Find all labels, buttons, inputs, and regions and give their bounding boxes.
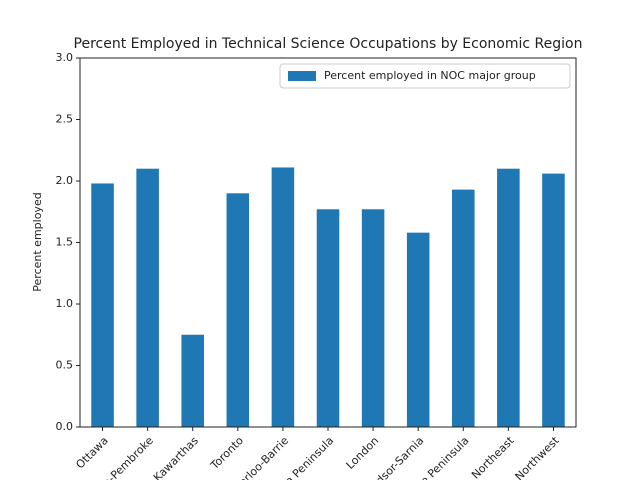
bar	[316, 209, 340, 427]
bar	[136, 168, 159, 427]
y-tick-label: 1.0	[56, 297, 74, 310]
x-tick-label: Toronto	[207, 434, 246, 473]
chart-title: Percent Employed in Technical Science Oc…	[74, 36, 583, 52]
x-tick-label: Northeast	[469, 434, 517, 480]
y-tick-label: 0.0	[56, 420, 74, 433]
bar	[181, 334, 204, 427]
x-tick-label: Northwest	[512, 434, 562, 480]
bar	[271, 167, 295, 427]
legend-swatch	[288, 71, 316, 81]
bar	[497, 168, 520, 427]
x-tick-label: Ottawa	[73, 434, 110, 471]
y-tick-label: 1.5	[56, 236, 74, 249]
bar	[406, 232, 430, 427]
plot-frame	[79, 57, 577, 428]
y-tick-label: 3.0	[56, 51, 74, 64]
legend-label: Percent employed in NOC major group	[324, 69, 536, 82]
bar	[542, 173, 565, 427]
bar	[361, 209, 385, 427]
x-tick-label: London	[344, 434, 382, 472]
bar	[91, 183, 114, 427]
bar	[452, 189, 475, 427]
y-tick-label: 2.0	[56, 174, 74, 187]
legend-box	[279, 63, 571, 89]
y-axis-label: Percent employed	[31, 192, 44, 291]
y-tick-label: 0.5	[56, 359, 74, 372]
y-tick-label: 2.5	[56, 113, 74, 126]
bar	[226, 193, 250, 427]
